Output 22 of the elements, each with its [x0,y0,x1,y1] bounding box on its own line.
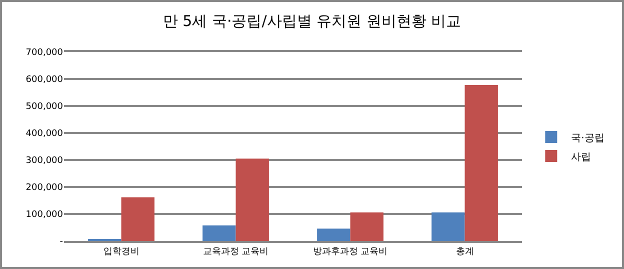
bar [202,225,236,241]
y-tick-label: 300,000 [26,156,64,166]
bar [317,228,350,241]
y-tick-label: 700,000 [26,48,64,58]
bar [236,158,269,241]
bar [432,212,465,241]
x-tick-label: 입학경비 [103,246,140,257]
chart-title: 만 5세 국·공립/사립별 유치원 원비현황 비교 [162,12,462,30]
y-tick-label: 600,000 [26,75,64,86]
x-tick-label: 방과후과정 교육비 [312,246,388,257]
y-tick-label: 500,000 [26,102,64,112]
y-tick-label: 400,000 [26,129,64,140]
bar [121,197,154,241]
legend-label: 사립 [571,152,592,163]
bar [350,212,384,241]
y-tick-label: - [60,237,63,248]
legend-label: 국·공립 [571,132,604,144]
x-tick-label: 교육과정 교육비 [202,246,269,257]
x-tick-label: 총계 [456,246,474,257]
y-tick-label: 200,000 [26,183,64,194]
y-tick-label: 100,000 [26,210,64,220]
bar [464,84,498,241]
